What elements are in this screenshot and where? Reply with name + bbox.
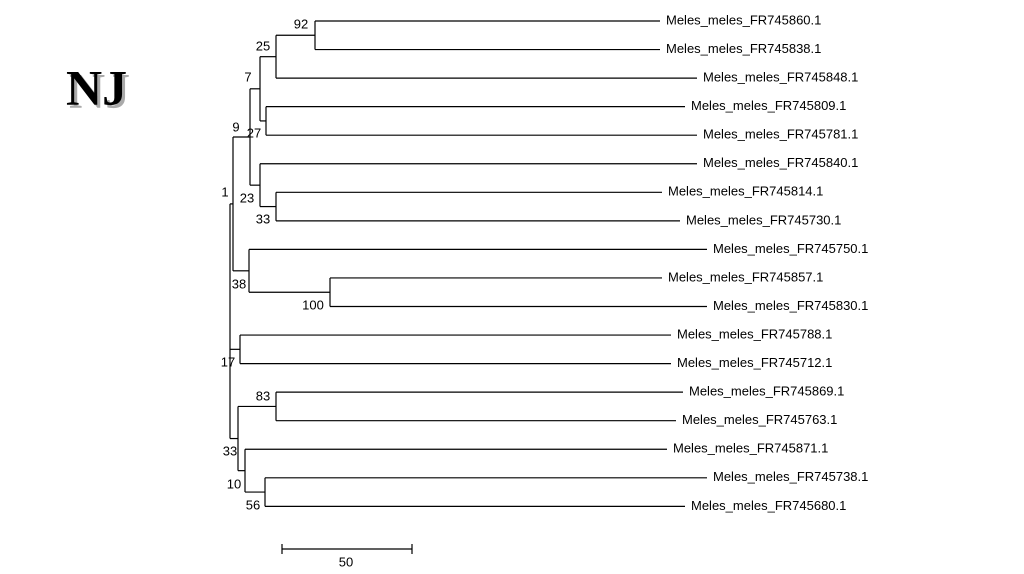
leaf-label: Meles_meles_FR745750.1: [713, 241, 868, 256]
leaf-label: Meles_meles_FR745809.1: [691, 98, 846, 113]
leaf-label: Meles_meles_FR745857.1: [668, 269, 823, 284]
leaf-label: Meles_meles_FR745838.1: [666, 41, 821, 56]
bootstrap-value: 83: [256, 388, 270, 403]
leaf-label: Meles_meles_FR745814.1: [668, 184, 823, 199]
leaf-label: Meles_meles_FR745680.1: [691, 498, 846, 513]
leaf-label: Meles_meles_FR745830.1: [713, 298, 868, 313]
title-shadow: NJ: [69, 62, 130, 118]
leaf-label: Meles_meles_FR745788.1: [677, 326, 832, 341]
leaf-label: Meles_meles_FR745869.1: [689, 384, 844, 399]
bootstrap-value: 7: [244, 69, 251, 84]
leaf-label: Meles_meles_FR745738.1: [713, 469, 868, 484]
leaf-label: Meles_meles_FR745712.1: [677, 355, 832, 370]
leaf-label: Meles_meles_FR745781.1: [703, 127, 858, 142]
bootstrap-value: 100: [302, 297, 324, 312]
leaf-label: Meles_meles_FR745840.1: [703, 155, 858, 170]
bootstrap-value: 17: [221, 354, 235, 369]
bootstrap-value: 9: [232, 119, 239, 134]
bootstrap-value: 56: [246, 497, 260, 512]
leaf-label: Meles_meles_FR745860.1: [666, 12, 821, 27]
bootstrap-value: 92: [294, 16, 308, 31]
title: NJ: [66, 59, 127, 115]
leaf-label: Meles_meles_FR745848.1: [703, 70, 858, 85]
bootstrap-value: 27: [247, 125, 261, 140]
leaf-label: Meles_meles_FR745871.1: [673, 441, 828, 456]
bootstrap-value: 25: [256, 38, 270, 53]
leaf-label: Meles_meles_FR745763.1: [682, 412, 837, 427]
leaf-label: Meles_meles_FR745730.1: [686, 212, 841, 227]
bootstrap-value: 10: [227, 476, 241, 491]
bootstrap-value: 38: [232, 276, 246, 291]
bootstrap-value: 33: [223, 443, 237, 458]
bootstrap-value: 23: [240, 190, 254, 205]
bootstrap-value: 33: [256, 211, 270, 226]
bootstrap-value: 1: [221, 184, 228, 199]
scale-bar-label: 50: [339, 554, 353, 569]
